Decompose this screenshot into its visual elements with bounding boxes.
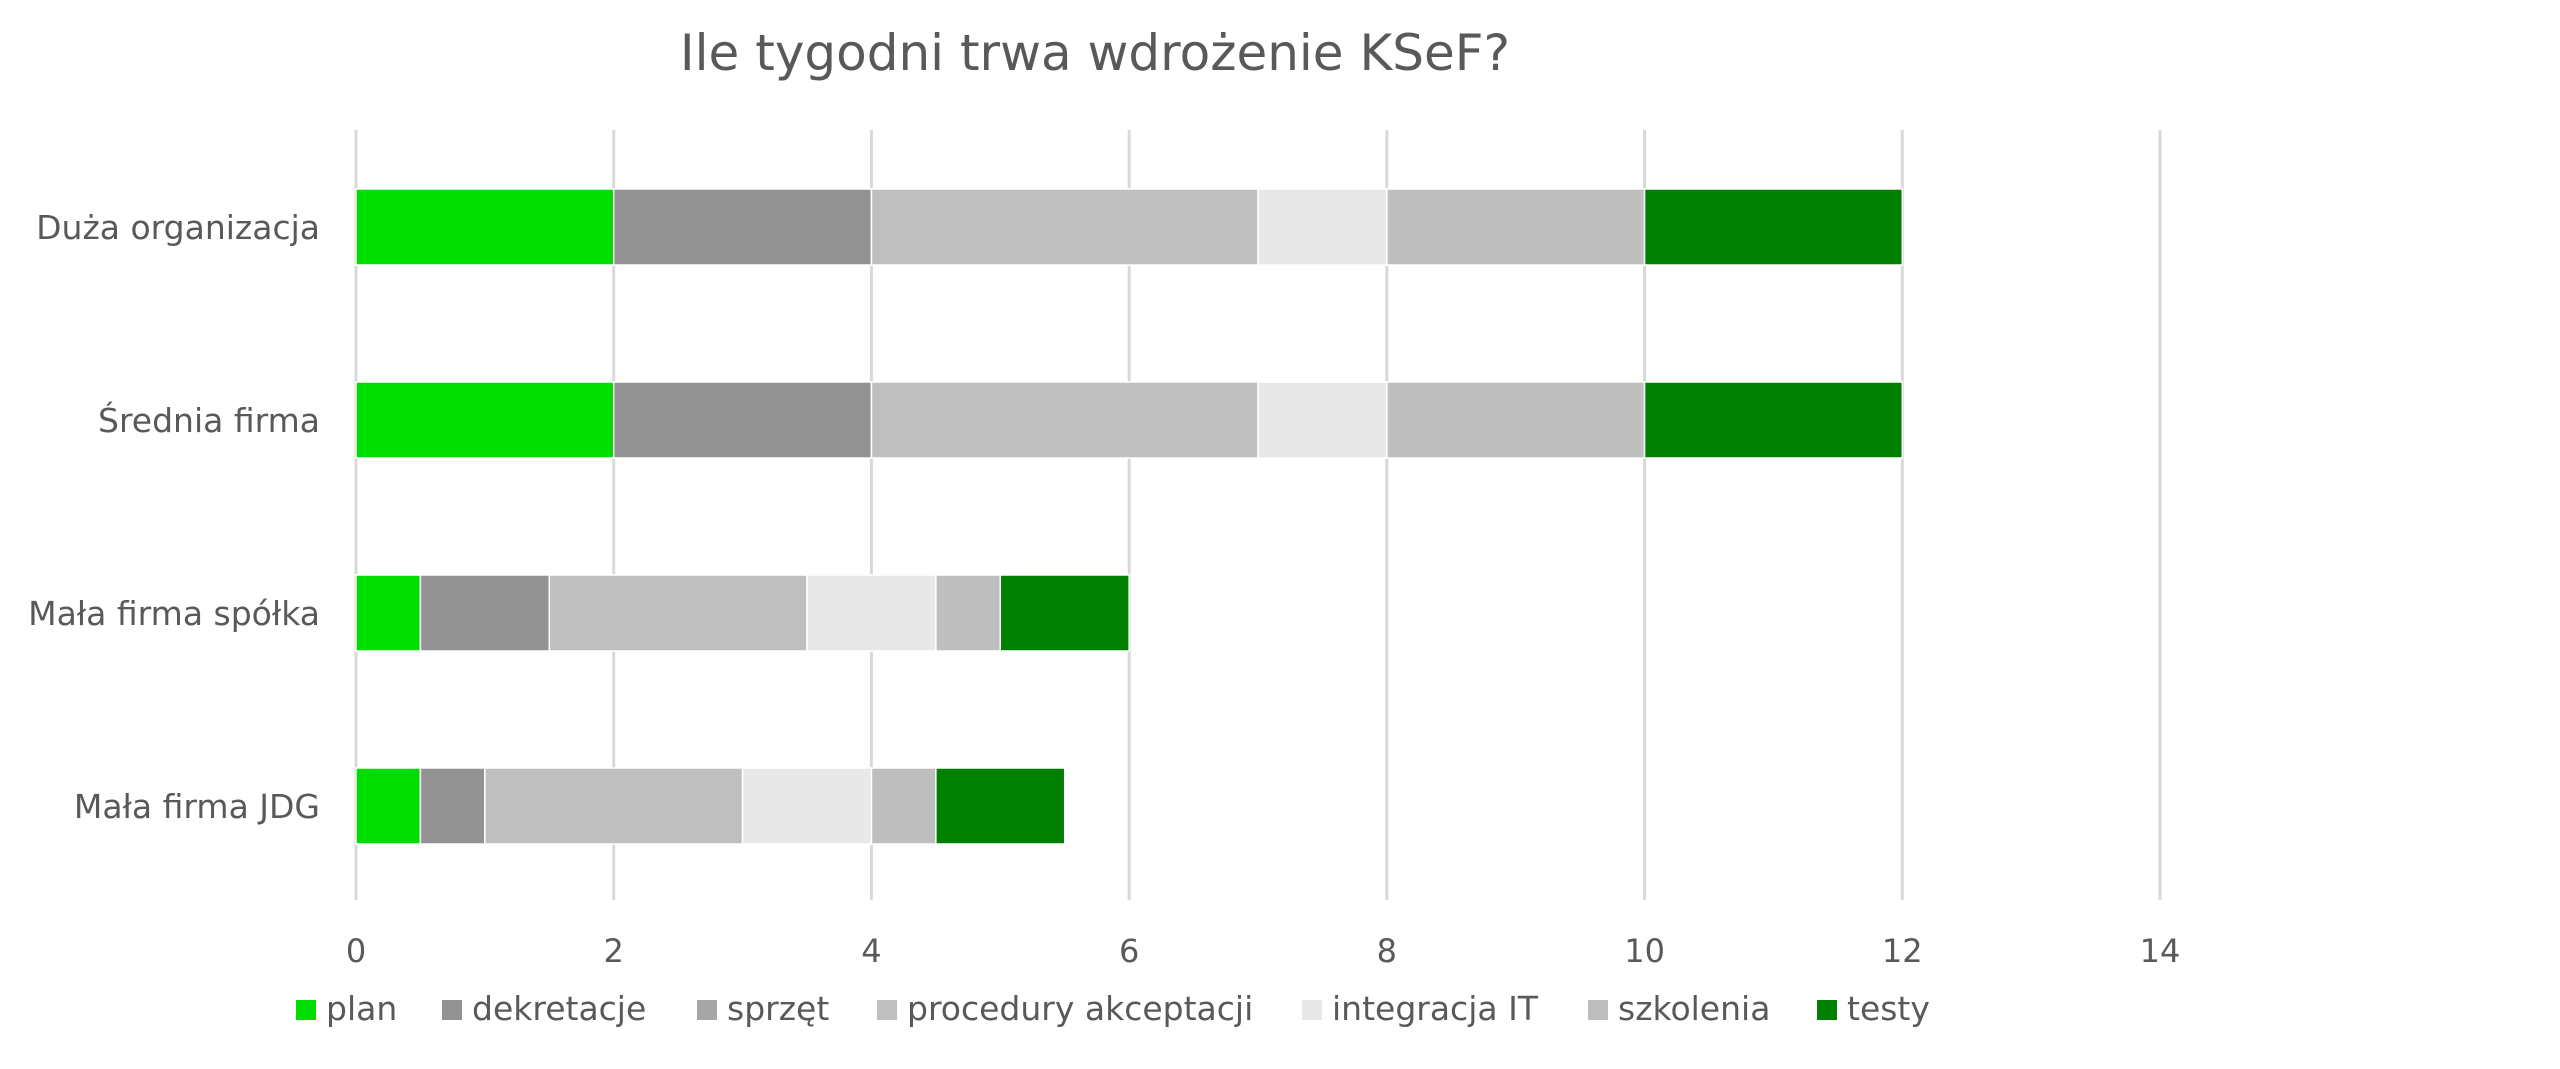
bar-segment-plan bbox=[355, 574, 422, 652]
x-tick-label: 10 bbox=[1624, 932, 1665, 970]
x-tick-label: 0 bbox=[346, 932, 366, 970]
category-label: Duża organizacja bbox=[36, 208, 320, 247]
bar-segment-szkolenia bbox=[870, 767, 937, 845]
bar-segment-testy bbox=[1643, 188, 1904, 266]
x-axis-tick-labels: 0 2 4 6 8 10 12 14 bbox=[346, 932, 2181, 970]
legend-label: szkolenia bbox=[1618, 989, 1770, 1028]
bar-segment-integracja-IT bbox=[806, 574, 937, 652]
legend-label: dekretacje bbox=[472, 989, 646, 1028]
x-tick-label: 12 bbox=[1882, 932, 1923, 970]
bar-segment-plan bbox=[355, 188, 615, 266]
bar-segment-testy bbox=[999, 574, 1130, 652]
chart-title: Ile tygodni trwa wdrożenie KSeF? bbox=[680, 24, 1510, 82]
legend-label: sprzęt bbox=[727, 989, 829, 1028]
x-tick-label: 2 bbox=[604, 932, 624, 970]
legend: plan dekretacje sprzęt procedury akceptacji… bbox=[296, 989, 1930, 1028]
category-label: Mała firma spółka bbox=[28, 594, 320, 633]
bar-segment-plan bbox=[355, 767, 422, 845]
bar-segment-dekretacje bbox=[612, 188, 873, 266]
legend-label: plan bbox=[326, 989, 397, 1028]
legend-swatch bbox=[442, 1000, 462, 1020]
x-tick-label: 8 bbox=[1377, 932, 1397, 970]
legend-label: procedury akceptacji bbox=[907, 989, 1253, 1028]
bar-segment-procedury-akceptacji bbox=[870, 381, 1259, 459]
category-labels: Duża organizacja Średnia firma Mała firma … bbox=[28, 208, 320, 826]
legend-swatch bbox=[1588, 1000, 1608, 1020]
bar-segment-integracja-IT bbox=[1257, 188, 1388, 266]
legend-swatch bbox=[877, 1000, 897, 1020]
bar-segment-szkolenia bbox=[1386, 188, 1646, 266]
legend-label: testy bbox=[1847, 989, 1930, 1028]
bar-segment-procedury-akceptacji bbox=[548, 574, 808, 652]
x-tick-label: 4 bbox=[861, 932, 881, 970]
legend-swatch bbox=[1817, 1000, 1837, 1020]
category-label: Średnia firma bbox=[98, 400, 320, 440]
x-tick-label: 6 bbox=[1119, 932, 1139, 970]
legend-swatch bbox=[697, 1000, 717, 1020]
bar-segment-integracja-IT bbox=[741, 767, 873, 845]
bar-segment-procedury-akceptacji bbox=[870, 188, 1259, 266]
legend-label: integracja IT bbox=[1332, 989, 1539, 1028]
legend-swatch bbox=[296, 1000, 316, 1020]
category-label: Mała firma JDG bbox=[74, 787, 320, 826]
bars bbox=[355, 188, 1904, 845]
bar-segment-integracja-IT bbox=[1257, 381, 1388, 459]
bar-segment-procedury-akceptacji bbox=[484, 767, 744, 845]
bar-segment-dekretacje bbox=[612, 381, 873, 459]
bar-segment-dekretacje bbox=[419, 767, 486, 845]
legend-swatch bbox=[1302, 1000, 1322, 1020]
bar-segment-szkolenia bbox=[935, 574, 1002, 652]
bar-segment-plan bbox=[355, 381, 615, 459]
bar-segment-testy bbox=[1643, 381, 1904, 459]
bar-segment-szkolenia bbox=[1386, 381, 1646, 459]
bar-segment-dekretacje bbox=[419, 574, 551, 652]
x-tick-label: 14 bbox=[2140, 932, 2181, 970]
bar-segment-testy bbox=[935, 767, 1066, 845]
